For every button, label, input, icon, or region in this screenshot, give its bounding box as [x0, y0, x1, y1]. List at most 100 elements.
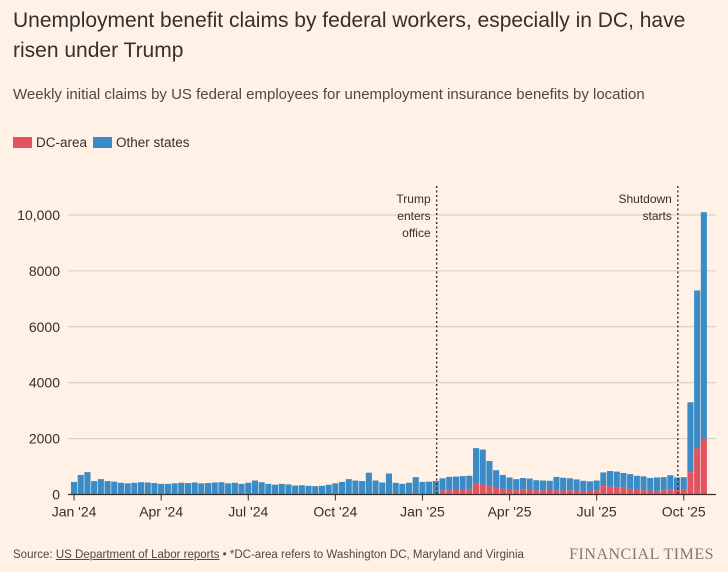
- bar-other-states: [318, 485, 325, 495]
- bar-other-states: [399, 483, 406, 495]
- bar-other-states: [298, 485, 305, 495]
- bar-other-states: [580, 480, 587, 491]
- bar-other-states: [111, 481, 118, 495]
- bar-other-states: [144, 482, 151, 495]
- x-tick-label: Jan '25: [400, 504, 445, 520]
- bar-other-states: [211, 482, 218, 495]
- bar-other-states: [385, 473, 392, 495]
- bar-other-states: [499, 474, 506, 489]
- bar-dc-area: [674, 490, 681, 495]
- bar-other-states: [231, 482, 238, 495]
- legend-item-other-states: Other states: [93, 135, 190, 150]
- bar-dc-area: [459, 489, 466, 495]
- bar-dc-area: [506, 489, 513, 495]
- x-tick-label: Jan '24: [52, 504, 97, 520]
- bar-other-states: [533, 480, 540, 491]
- legend-label-other-states: Other states: [116, 135, 190, 150]
- bar-other-states: [218, 482, 225, 495]
- bar-other-states: [439, 478, 446, 491]
- bar-other-states: [332, 483, 339, 495]
- bar-dc-area: [439, 490, 446, 495]
- bar-dc-area: [620, 487, 627, 495]
- bar-other-states: [292, 485, 299, 495]
- bar-other-states: [473, 448, 480, 484]
- x-tick-label: Oct '25: [662, 504, 706, 520]
- bar-dc-area: [647, 490, 654, 495]
- bar-other-states: [486, 460, 493, 487]
- bar-other-states: [452, 476, 459, 490]
- bar-dc-area: [546, 490, 553, 495]
- bar-dc-area: [613, 487, 620, 495]
- bar-other-states: [513, 479, 520, 491]
- bar-other-states: [660, 477, 667, 491]
- bar-dc-area: [667, 489, 674, 495]
- y-tick-label: 4000: [29, 375, 60, 391]
- bar-other-states: [285, 484, 292, 495]
- source-prefix: Source:: [13, 549, 56, 561]
- bar-other-states: [184, 483, 191, 495]
- source-link[interactable]: US Department of Labor reports: [55, 549, 220, 561]
- bar-other-states: [566, 478, 573, 491]
- bar-dc-area: [446, 490, 453, 495]
- bar-other-states: [372, 480, 379, 495]
- bar-other-states: [633, 475, 640, 490]
- bar-dc-area: [633, 489, 640, 495]
- bar-other-states: [479, 449, 486, 485]
- bar-other-states: [158, 483, 165, 495]
- bar-dc-area: [653, 490, 660, 495]
- bar-dc-area: [627, 488, 634, 495]
- bar-other-states: [600, 472, 607, 487]
- annotation-label: starts: [643, 209, 672, 223]
- bar-other-states: [198, 483, 205, 495]
- bar-other-states: [412, 477, 419, 495]
- x-tick-label: Jul '25: [577, 504, 617, 520]
- bar-other-states: [620, 472, 627, 488]
- y-tick-label: 10,000: [17, 207, 60, 223]
- bar-other-states: [379, 482, 386, 495]
- bar-other-states: [151, 483, 158, 495]
- bar-dc-area: [452, 489, 459, 495]
- bar-other-states: [694, 290, 701, 449]
- bar-dc-area: [540, 490, 547, 495]
- bar-other-states: [124, 483, 131, 495]
- bar-other-states: [392, 482, 399, 495]
- bar-other-states: [138, 482, 145, 495]
- legend-swatch-dc-area: [13, 137, 32, 148]
- bar-other-states: [178, 482, 185, 495]
- bar-other-states: [312, 486, 319, 495]
- bar-other-states: [613, 471, 620, 488]
- bar-other-states: [667, 475, 674, 490]
- bar-other-states: [97, 479, 104, 495]
- bar-other-states: [607, 471, 614, 487]
- bar-other-states: [251, 480, 258, 495]
- bar-other-states: [526, 478, 533, 491]
- bar-dc-area: [660, 490, 667, 495]
- bar-dc-area: [493, 487, 500, 495]
- bar-dc-area: [607, 486, 614, 495]
- bar-dc-area: [680, 489, 687, 495]
- legend: DC-area Other states: [13, 135, 196, 150]
- bar-dc-area: [526, 490, 533, 495]
- bar-dc-area: [593, 490, 600, 495]
- bar-other-states: [687, 402, 694, 473]
- bar-dc-area: [694, 448, 701, 495]
- bar-other-states: [104, 481, 111, 495]
- bar-other-states: [627, 474, 634, 489]
- y-tick-label: 0: [52, 487, 60, 503]
- annotation-label: Shutdown: [618, 192, 671, 206]
- bar-other-states: [77, 474, 84, 495]
- bar-other-states: [640, 476, 647, 491]
- bar-other-states: [406, 482, 413, 495]
- annotation-label: office: [402, 226, 431, 240]
- bar-dc-area: [560, 490, 567, 495]
- bar-other-states: [553, 476, 560, 491]
- source-note: • *DC-area refers to Washington DC, Mary…: [219, 549, 524, 561]
- bar-other-states: [573, 479, 580, 491]
- bar-other-states: [359, 481, 366, 495]
- y-tick-label: 8000: [29, 263, 60, 279]
- bar-other-states: [265, 483, 272, 495]
- bar-other-states: [71, 481, 78, 495]
- bar-other-states: [325, 484, 332, 495]
- bar-other-states: [238, 483, 245, 495]
- bar-dc-area: [479, 484, 486, 495]
